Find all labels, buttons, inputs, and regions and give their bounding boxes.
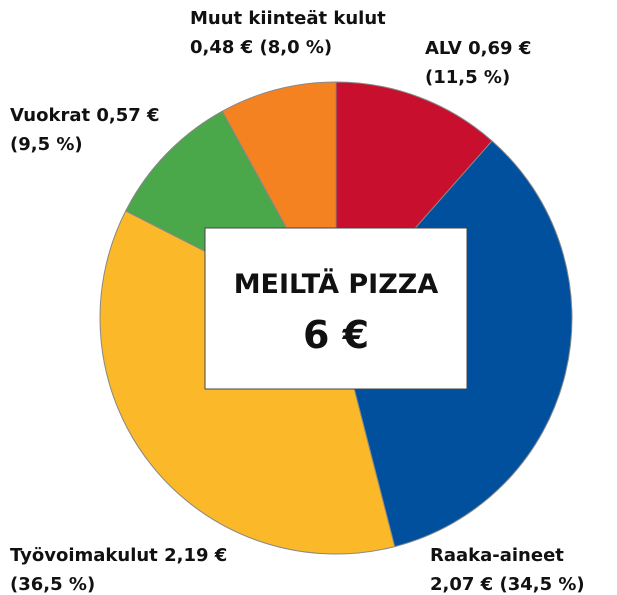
label-part: 0,69 €	[468, 38, 531, 59]
slice-label: (9,5 %)	[10, 134, 83, 155]
slice-label: Vuokrat 0,57 €	[10, 105, 160, 126]
slice-label: 0,48 € (8,0 %)	[190, 37, 332, 58]
label-part: Vuokrat	[10, 105, 90, 126]
label-part: (11,5 %)	[425, 67, 510, 88]
label-part: Raaka-aineet	[430, 545, 564, 566]
slice-label: Muut kiinteät kulut	[190, 8, 386, 29]
slice-label: (36,5 %)	[10, 574, 95, 595]
slice-label: Työvoimakulut 2,19 €	[10, 545, 227, 566]
center-box	[204, 227, 468, 390]
slice-label: (11,5 %)	[425, 67, 510, 88]
label-part: 2,07 €	[430, 574, 493, 595]
label-part: (34,5 %)	[499, 574, 584, 595]
label-part: 0,48 €	[190, 37, 253, 58]
chart-subtitle: 6 €	[303, 313, 369, 357]
label-part: (8,0 %)	[259, 37, 332, 58]
label-part: Työvoimakulut	[10, 545, 158, 566]
label-part: (9,5 %)	[10, 134, 83, 155]
slice-label: 2,07 € (34,5 %)	[430, 574, 585, 595]
slice-label: ALV 0,69 €	[425, 38, 531, 59]
label-part: 0,57 €	[96, 105, 159, 126]
chart-title: MEILTÄ PIZZA	[234, 268, 439, 300]
label-part: 2,19 €	[164, 545, 227, 566]
label-part: Muut kiinteät kulut	[190, 8, 386, 29]
label-part: ALV	[425, 38, 462, 59]
label-part: (36,5 %)	[10, 574, 95, 595]
slice-label: Raaka-aineet	[430, 545, 564, 566]
